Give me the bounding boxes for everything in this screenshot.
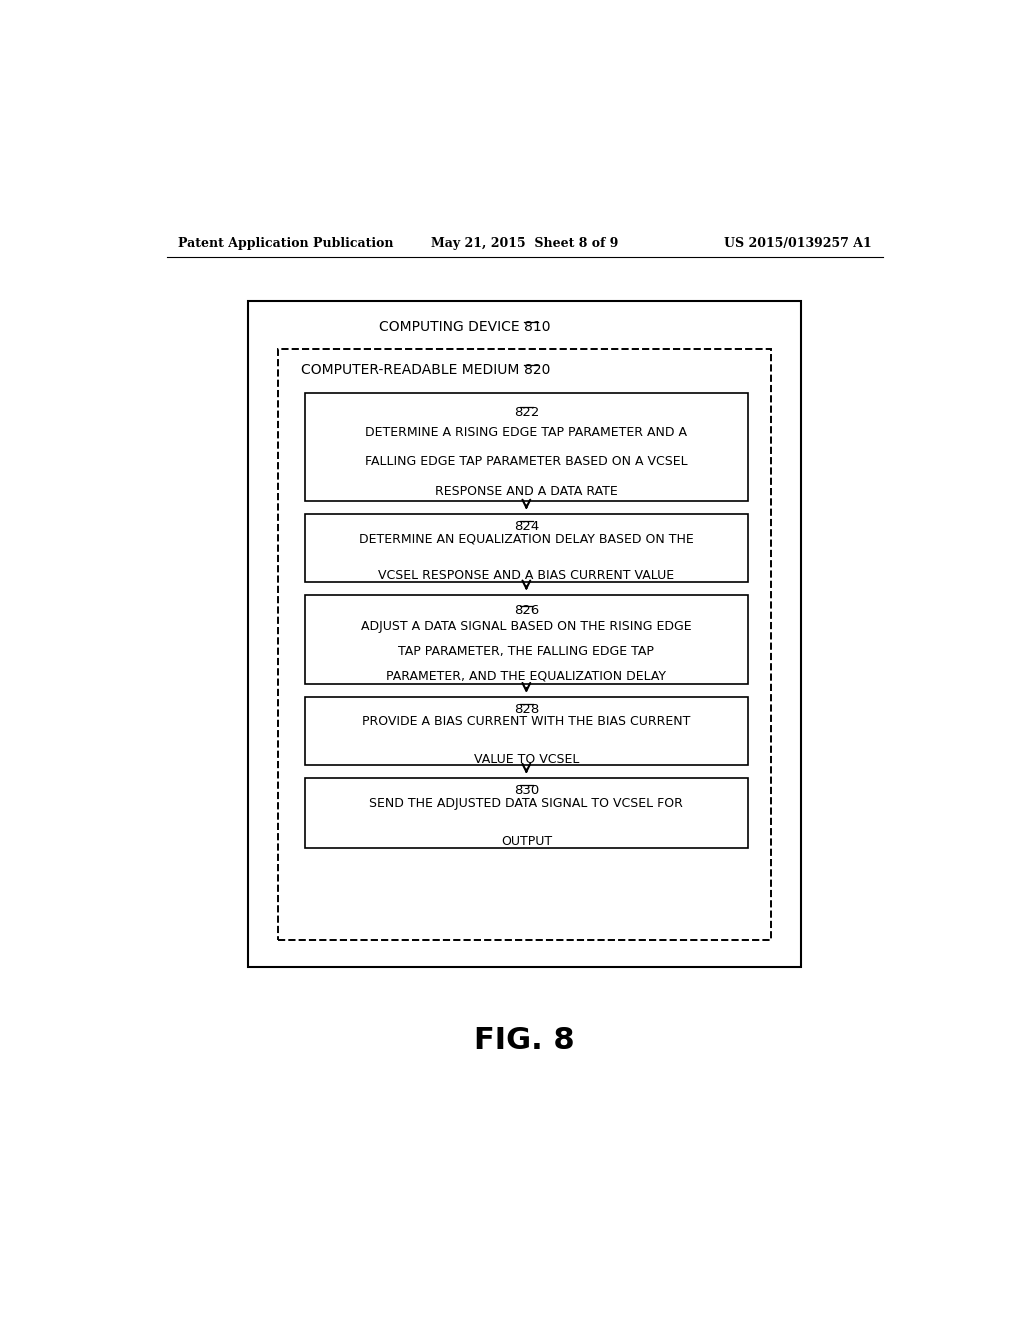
Text: 820: 820 [523, 363, 550, 378]
Text: SEND THE ADJUSTED DATA SIGNAL TO VCSEL FOR: SEND THE ADJUSTED DATA SIGNAL TO VCSEL F… [370, 797, 683, 809]
Text: 810: 810 [523, 319, 550, 334]
Bar [305, 595, 748, 684]
Text: ADJUST A DATA SIGNAL BASED ON THE RISING EDGE: ADJUST A DATA SIGNAL BASED ON THE RISING… [361, 620, 691, 634]
Text: 828: 828 [514, 704, 539, 715]
Text: US 2015/0139257 A1: US 2015/0139257 A1 [724, 236, 872, 249]
Text: 822: 822 [514, 407, 539, 420]
Text: FALLING EDGE TAP PARAMETER BASED ON A VCSEL: FALLING EDGE TAP PARAMETER BASED ON A VC… [365, 455, 688, 469]
Text: DETERMINE AN EQUALIZATION DELAY BASED ON THE: DETERMINE AN EQUALIZATION DELAY BASED ON… [359, 532, 693, 545]
Text: DETERMINE A RISING EDGE TAP PARAMETER AND A: DETERMINE A RISING EDGE TAP PARAMETER AN… [366, 425, 687, 438]
Text: Patent Application Publication: Patent Application Publication [178, 236, 394, 249]
Bar [305, 515, 748, 582]
Bar [305, 779, 748, 847]
Text: COMPUTING DEVICE: COMPUTING DEVICE [379, 319, 523, 334]
Bar [305, 697, 748, 766]
Bar [278, 350, 771, 940]
Text: 826: 826 [514, 605, 539, 618]
Text: VALUE TO VCSEL: VALUE TO VCSEL [474, 752, 579, 766]
Text: TAP PARAMETER, THE FALLING EDGE TAP: TAP PARAMETER, THE FALLING EDGE TAP [398, 644, 654, 657]
Text: COMPUTER-READABLE MEDIUM: COMPUTER-READABLE MEDIUM [301, 363, 523, 378]
Text: May 21, 2015  Sheet 8 of 9: May 21, 2015 Sheet 8 of 9 [431, 236, 618, 249]
Text: 830: 830 [514, 784, 539, 797]
Text: RESPONSE AND A DATA RATE: RESPONSE AND A DATA RATE [435, 484, 617, 498]
Text: 824: 824 [514, 520, 539, 533]
Text: VCSEL RESPONSE AND A BIAS CURRENT VALUE: VCSEL RESPONSE AND A BIAS CURRENT VALUE [378, 569, 675, 582]
Bar [305, 393, 748, 502]
Text: PROVIDE A BIAS CURRENT WITH THE BIAS CURRENT: PROVIDE A BIAS CURRENT WITH THE BIAS CUR… [362, 715, 690, 729]
Bar [248, 301, 801, 966]
Text: FIG. 8: FIG. 8 [474, 1026, 575, 1055]
Text: OUTPUT: OUTPUT [501, 834, 552, 847]
Text: PARAMETER, AND THE EQUALIZATION DELAY: PARAMETER, AND THE EQUALIZATION DELAY [386, 669, 667, 682]
